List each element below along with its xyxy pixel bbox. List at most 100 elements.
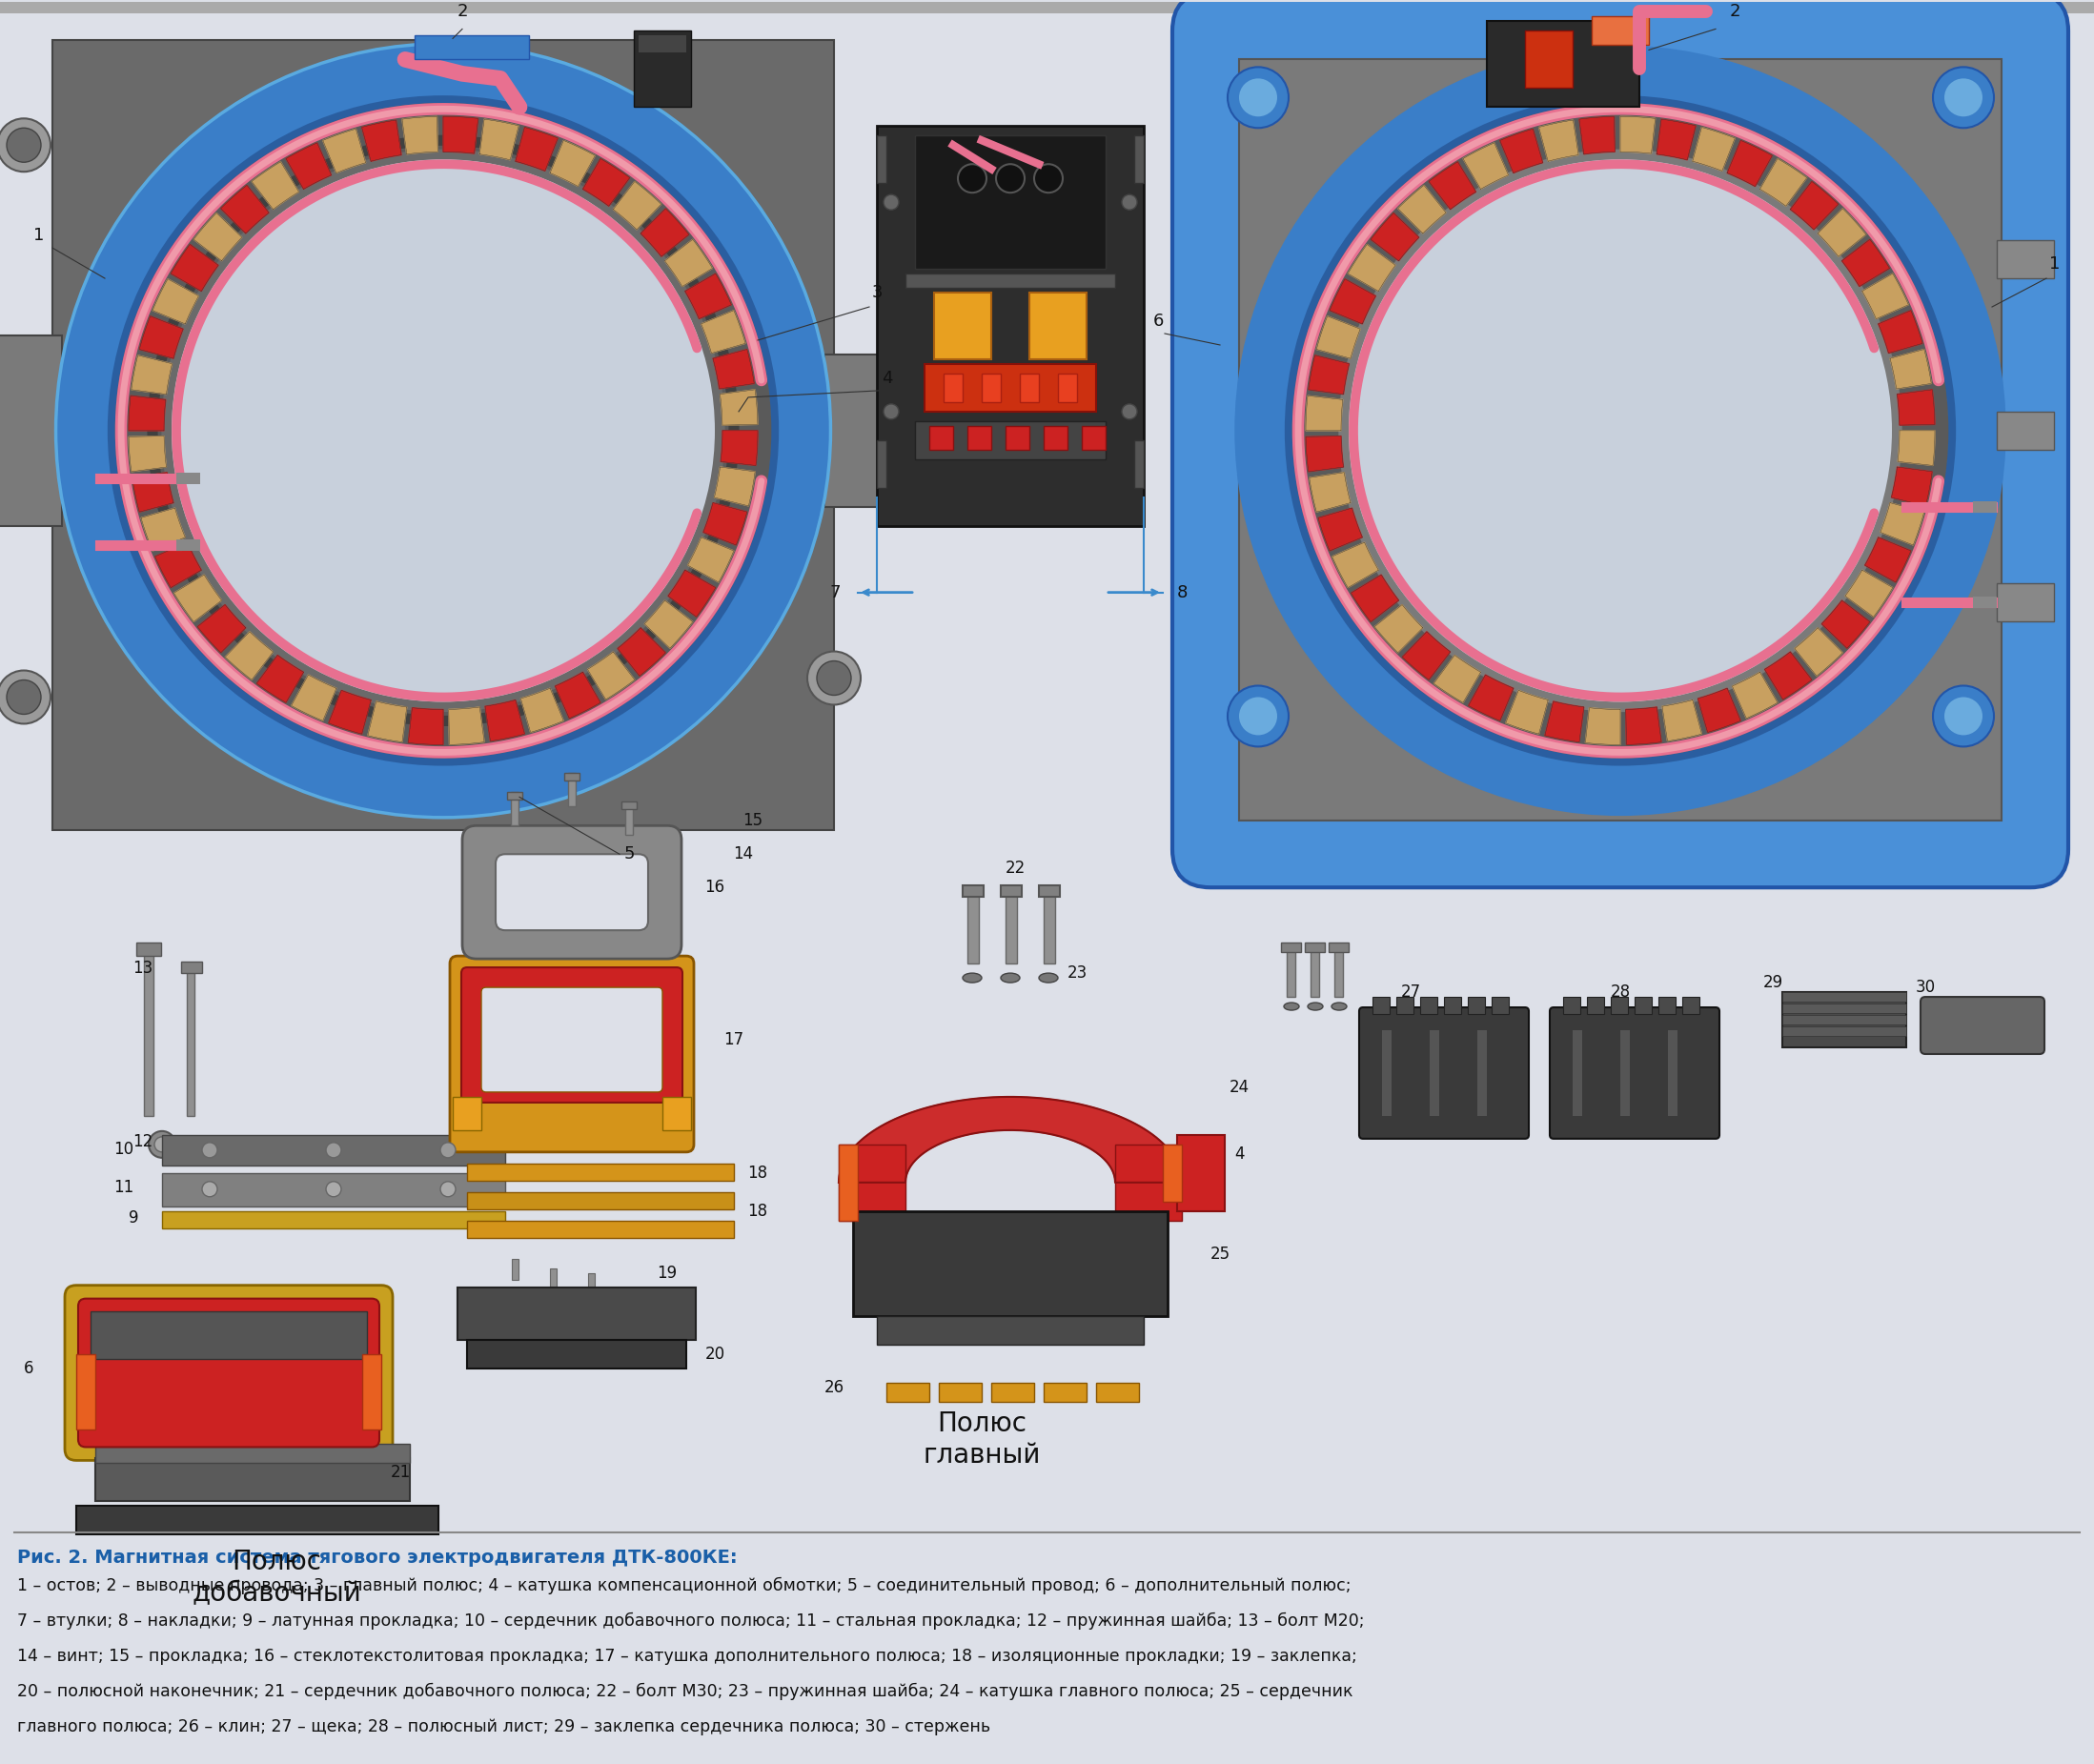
Bar <box>877 136 886 183</box>
Bar <box>967 887 978 963</box>
Circle shape <box>1240 697 1277 736</box>
Bar <box>877 1316 1143 1344</box>
Polygon shape <box>153 279 199 325</box>
Text: 28: 28 <box>1610 984 1631 1000</box>
Polygon shape <box>1790 182 1839 229</box>
Bar <box>915 422 1106 459</box>
Circle shape <box>957 164 986 192</box>
Text: 25: 25 <box>1210 1245 1229 1263</box>
Polygon shape <box>1399 185 1447 233</box>
Bar <box>1095 1383 1139 1401</box>
Text: 18: 18 <box>748 1203 768 1219</box>
Circle shape <box>1122 194 1137 210</box>
Text: 19: 19 <box>658 1265 676 1281</box>
Bar <box>1334 944 1342 997</box>
Bar <box>1372 997 1390 1014</box>
Bar <box>877 441 886 487</box>
Polygon shape <box>687 538 733 582</box>
Circle shape <box>1240 78 1277 116</box>
Text: 17: 17 <box>725 1032 743 1048</box>
FancyBboxPatch shape <box>496 854 649 930</box>
FancyBboxPatch shape <box>482 988 662 1081</box>
Bar <box>75 1506 438 1535</box>
Bar <box>362 1353 381 1431</box>
Bar <box>1973 596 1998 607</box>
Bar <box>1487 21 1640 108</box>
Polygon shape <box>197 605 245 653</box>
Bar <box>467 1221 733 1238</box>
Polygon shape <box>1663 700 1702 741</box>
Bar <box>1610 997 1627 1014</box>
Bar <box>1782 991 1906 1048</box>
Polygon shape <box>1464 143 1508 189</box>
Polygon shape <box>1880 503 1924 545</box>
Bar <box>915 136 1106 268</box>
Polygon shape <box>701 310 745 353</box>
Text: 6: 6 <box>23 1360 34 1376</box>
Polygon shape <box>1403 632 1451 679</box>
Polygon shape <box>1878 310 1922 353</box>
Bar <box>1135 136 1143 183</box>
Text: 22: 22 <box>1005 859 1026 877</box>
Polygon shape <box>720 430 758 466</box>
Bar <box>1587 997 1604 1014</box>
Bar <box>1430 1030 1439 1117</box>
Bar <box>1177 1134 1225 1212</box>
Bar <box>1397 997 1413 1014</box>
Text: 2: 2 <box>1730 4 1740 21</box>
Polygon shape <box>551 141 595 187</box>
Polygon shape <box>614 182 662 229</box>
Circle shape <box>0 118 50 171</box>
Polygon shape <box>1374 605 1422 653</box>
Bar <box>161 1134 505 1166</box>
Text: 14: 14 <box>733 845 754 863</box>
Bar <box>1998 582 2054 621</box>
Bar <box>1311 944 1319 997</box>
Bar <box>1445 997 1462 1014</box>
Polygon shape <box>362 120 402 161</box>
Polygon shape <box>1759 159 1807 206</box>
Bar <box>90 1311 366 1358</box>
Bar <box>1116 1145 1181 1221</box>
Bar <box>161 1212 505 1228</box>
Bar <box>1621 1030 1629 1117</box>
Bar <box>186 963 195 1117</box>
Circle shape <box>1933 67 1993 129</box>
Bar <box>1135 441 1143 487</box>
Bar <box>1998 411 2054 450</box>
Bar <box>825 355 900 506</box>
Polygon shape <box>448 707 484 744</box>
Circle shape <box>6 679 42 714</box>
Circle shape <box>1933 686 1993 746</box>
Bar <box>1083 425 1106 450</box>
Bar <box>1973 501 1998 513</box>
Bar <box>0 2 2094 14</box>
Polygon shape <box>1307 436 1344 471</box>
Polygon shape <box>322 129 366 173</box>
Bar <box>639 35 687 53</box>
Bar <box>1782 1014 1906 1025</box>
Circle shape <box>817 662 850 695</box>
Polygon shape <box>521 688 563 732</box>
Polygon shape <box>155 542 201 587</box>
Polygon shape <box>1866 538 1912 582</box>
Polygon shape <box>645 600 693 649</box>
Bar <box>1782 1027 1906 1035</box>
Text: 30: 30 <box>1916 979 1935 997</box>
Circle shape <box>1122 404 1137 420</box>
Polygon shape <box>132 473 174 512</box>
Bar <box>938 1383 982 1401</box>
Bar <box>1240 60 2002 820</box>
Text: 20: 20 <box>706 1346 725 1362</box>
Polygon shape <box>1372 213 1420 261</box>
Bar <box>934 293 990 360</box>
Circle shape <box>440 1143 456 1157</box>
Polygon shape <box>1692 127 1736 171</box>
Polygon shape <box>1309 355 1349 393</box>
Bar <box>1998 240 2054 279</box>
Polygon shape <box>1499 129 1543 173</box>
Bar <box>1020 374 1039 402</box>
FancyBboxPatch shape <box>463 826 681 960</box>
Bar <box>415 35 530 60</box>
Polygon shape <box>1795 628 1843 676</box>
